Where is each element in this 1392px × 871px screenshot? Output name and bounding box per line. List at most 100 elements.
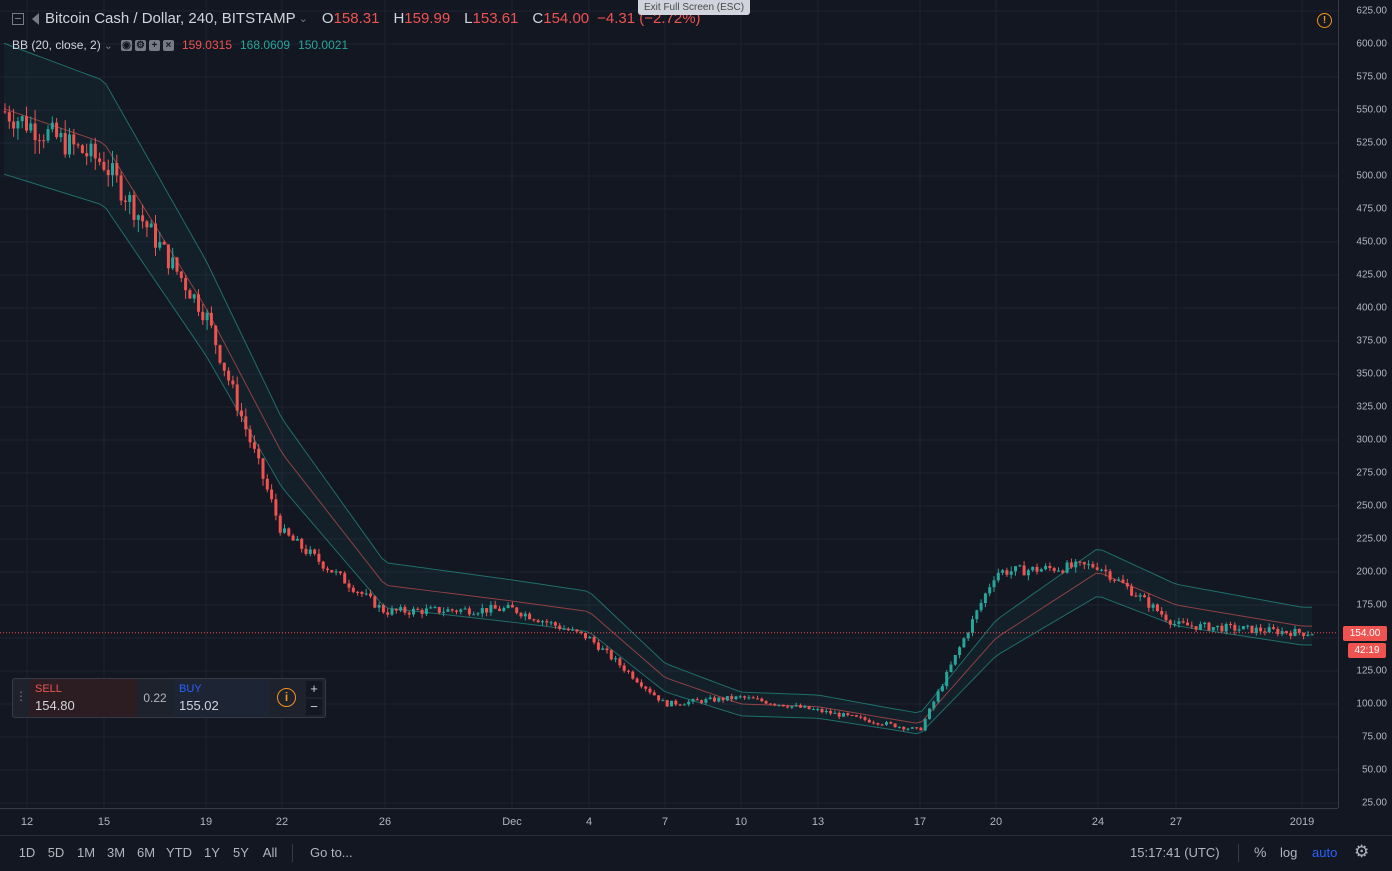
candle — [244, 408, 248, 437]
candle — [1297, 628, 1301, 636]
range-button-3m[interactable]: 3M — [106, 845, 126, 860]
price-tick-label: 600.00 — [1356, 38, 1387, 50]
candle — [953, 654, 957, 666]
auto-scale-toggle[interactable]: auto — [1312, 845, 1338, 860]
candle — [394, 608, 398, 614]
candle — [622, 662, 626, 673]
clock-display: 15:17:41 (UTC) — [1130, 845, 1220, 860]
symbol-title[interactable]: Bitcoin Cash / Dollar, 240, BITSTAMP — [45, 10, 296, 27]
candle — [695, 697, 699, 701]
price-tick-label: 125.00 — [1356, 665, 1387, 677]
candle — [89, 139, 93, 163]
indicator-name[interactable]: BB (20, close, 2) — [12, 38, 101, 52]
candle — [936, 688, 940, 704]
candle — [596, 639, 600, 652]
chart-plot-area[interactable]: Bitcoin Cash / Dollar, 240, BITSTAMP ⌄ O… — [0, 0, 1338, 808]
candle — [476, 612, 480, 617]
log-scale-toggle[interactable]: log — [1280, 845, 1298, 860]
candle — [1254, 624, 1258, 636]
candle — [437, 606, 441, 615]
candle — [80, 144, 84, 154]
candle — [252, 435, 256, 454]
time-axis[interactable]: 12 15 19 22 26 Dec 4 7 10 13 17 20 24 27 2019 — [0, 808, 1338, 835]
candle — [7, 105, 11, 129]
candle — [1031, 566, 1035, 572]
candle — [566, 627, 570, 632]
candle — [1263, 628, 1267, 636]
candle — [1155, 603, 1159, 613]
candle — [553, 621, 557, 629]
candle — [876, 722, 880, 726]
indicator-legend: BB (20, close, 2) ⌄ ◉ ⚙ + × 159.0315 168… — [12, 38, 348, 52]
range-button-1m[interactable]: 1M — [76, 845, 96, 860]
range-button-1y[interactable]: 1Y — [204, 845, 220, 860]
candle — [1289, 630, 1293, 640]
candle — [751, 695, 755, 699]
warning-icon[interactable]: ! — [1317, 13, 1332, 28]
candle — [1310, 633, 1314, 636]
close-label: C — [532, 10, 544, 27]
candle — [949, 661, 953, 673]
candle — [717, 696, 721, 703]
candle — [33, 110, 37, 154]
exit-fullscreen-tooltip[interactable]: Exit Full Screen (ESC) — [638, 0, 751, 15]
candle — [1284, 630, 1288, 635]
collapse-icon[interactable] — [12, 12, 24, 25]
range-button-5y[interactable]: 5Y — [233, 845, 249, 860]
more-icon[interactable]: + — [148, 39, 160, 51]
candle — [635, 677, 639, 684]
increase-button[interactable]: + — [306, 681, 322, 697]
eye-icon[interactable]: ◉ — [120, 39, 132, 51]
candle — [588, 635, 592, 639]
candle — [218, 344, 222, 365]
candle — [37, 133, 41, 154]
candle — [1143, 593, 1146, 598]
sell-button[interactable]: SELL 154.80 — [29, 679, 137, 717]
candle — [1125, 578, 1129, 590]
chevron-down-icon[interactable]: ⌄ — [103, 39, 113, 52]
candle — [803, 704, 807, 709]
price-chart[interactable] — [0, 0, 1338, 808]
candle — [532, 618, 536, 622]
range-button-6m[interactable]: 6M — [136, 845, 156, 860]
candle — [93, 137, 97, 170]
goto-button[interactable]: Go to... — [310, 845, 353, 860]
flag-icon[interactable] — [32, 12, 39, 25]
info-icon[interactable]: i — [277, 688, 296, 707]
candle — [665, 699, 669, 708]
chevron-down-icon[interactable]: ⌄ — [298, 13, 308, 25]
candle — [467, 606, 471, 617]
candle — [541, 619, 544, 626]
candle — [1095, 562, 1099, 571]
time-tick-label: 22 — [275, 816, 289, 828]
bb-lower-band — [3, 173, 1312, 735]
range-button-ytd[interactable]: YTD — [166, 845, 192, 860]
price-tick-label: 175.00 — [1356, 599, 1387, 611]
candle — [1186, 618, 1189, 626]
percent-scale-toggle[interactable]: % — [1254, 844, 1267, 860]
candle — [1276, 626, 1280, 637]
drag-handle-icon[interactable]: ⋮⋮ — [15, 689, 39, 703]
price-tick-label: 250.00 — [1356, 500, 1387, 512]
remove-icon[interactable]: × — [162, 39, 174, 51]
candle — [270, 484, 274, 503]
range-button-5d[interactable]: 5D — [47, 845, 65, 860]
candle — [231, 375, 235, 389]
candle — [1293, 625, 1297, 637]
range-button-1d[interactable]: 1D — [18, 845, 36, 860]
candle — [631, 670, 635, 680]
candle — [16, 116, 20, 140]
time-tick-label: 7 — [661, 816, 669, 828]
price-axis[interactable]: 625.00 600.00 575.00 550.00 525.00 500.00 475.… — [1338, 0, 1392, 809]
range-button-all[interactable]: All — [262, 845, 278, 860]
candle — [132, 190, 136, 228]
gear-icon[interactable]: ⚙ — [1354, 842, 1370, 861]
candle — [308, 546, 312, 557]
candle — [1082, 561, 1086, 570]
buy-button[interactable]: BUY 155.02 — [173, 679, 269, 717]
candle — [1147, 592, 1151, 612]
candle — [811, 707, 815, 711]
settings-icon[interactable]: ⚙ — [134, 39, 146, 51]
decrease-button[interactable]: − — [306, 699, 322, 715]
candle — [850, 714, 854, 717]
